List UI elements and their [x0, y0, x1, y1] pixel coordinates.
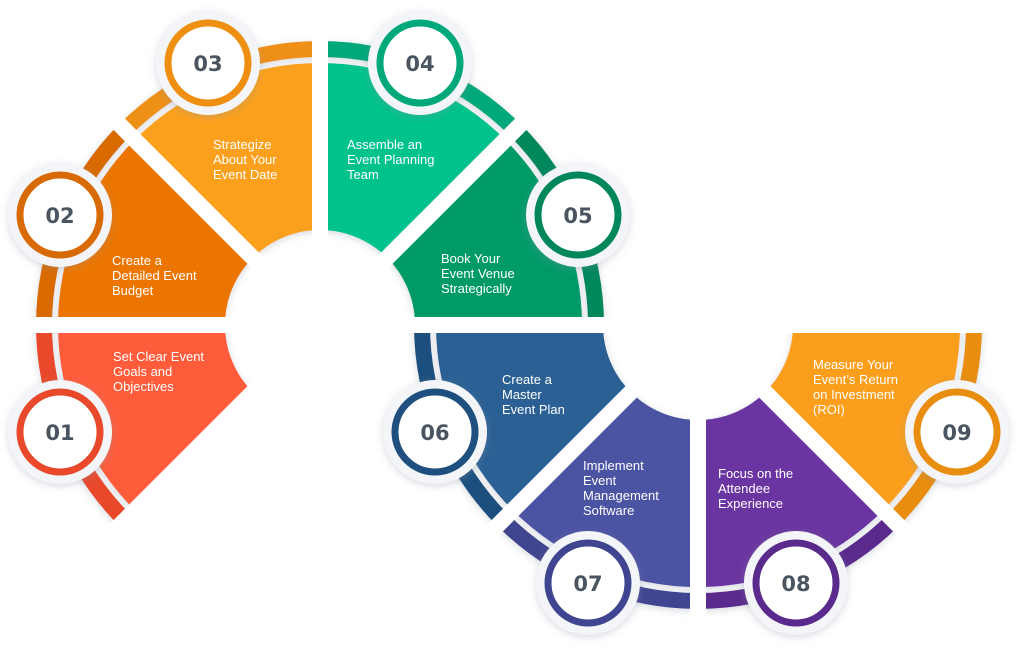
step-03-badge: 03: [156, 11, 260, 115]
step-03-label: Strategize About Your Event Date: [213, 137, 278, 182]
step-number: 05: [563, 204, 592, 228]
segment-wedge: [765, 325, 960, 511]
step-number: 01: [45, 421, 74, 445]
badge-circle: [752, 539, 840, 627]
segment-gap: [480, 375, 648, 543]
badge-circle: [376, 19, 464, 107]
badge-circle: [164, 19, 252, 107]
segment-wedge: [387, 139, 582, 325]
segment-gap: [102, 107, 270, 275]
step-08-label: Focus on the Attendee Experience: [718, 466, 794, 511]
step-number: 06: [420, 421, 449, 445]
badge-circle: [391, 388, 479, 476]
step-01-label: Set Clear Event Goals and Objectives: [113, 349, 205, 394]
step-04-badge: 04: [368, 11, 472, 115]
badge-circle: [16, 388, 104, 476]
segment-wedge: [58, 139, 253, 325]
step-06-badge: 06: [383, 380, 487, 484]
badge-circle: [16, 171, 104, 259]
segment-gap: [370, 107, 538, 275]
step-09-label: Measure Your Event’s Return on Investmen…: [813, 357, 899, 417]
badge-circle: [913, 388, 1001, 476]
badge-circle: [544, 539, 632, 627]
segment-wedge: [58, 325, 253, 511]
step-number: 09: [942, 421, 971, 445]
segment-gap: [748, 375, 916, 543]
step-07-badge: 07: [536, 531, 640, 635]
segment-wedge: [436, 325, 631, 511]
step-07-label: Implement Event Management Software: [583, 458, 659, 518]
step-04-label: Assemble an Event Planning Team: [347, 137, 435, 182]
segment-wedge: [320, 63, 506, 258]
step-02-label: Create a Detailed Event Budget: [112, 253, 197, 298]
segment-wedge: [698, 392, 884, 587]
step-number: 02: [45, 204, 74, 228]
step-09-badge: 09: [905, 380, 1009, 484]
step-number: 07: [573, 572, 602, 596]
step-02-badge: 02: [8, 163, 112, 267]
step-06-label: Create a Master Event Plan: [502, 372, 565, 417]
step-number: 04: [405, 52, 434, 76]
step-08-badge: 08: [744, 531, 848, 635]
step-number: 03: [193, 52, 222, 76]
badge-circle: [534, 171, 622, 259]
step-01-badge: 01: [8, 380, 112, 484]
step-05-badge: 05: [526, 163, 630, 267]
step-number: 08: [781, 572, 810, 596]
segment-wedge: [134, 63, 320, 258]
segment-wedge: [512, 392, 698, 587]
segment-gap: [102, 375, 270, 543]
step-05-label: Book Your Event Venue Strategically: [441, 251, 515, 296]
